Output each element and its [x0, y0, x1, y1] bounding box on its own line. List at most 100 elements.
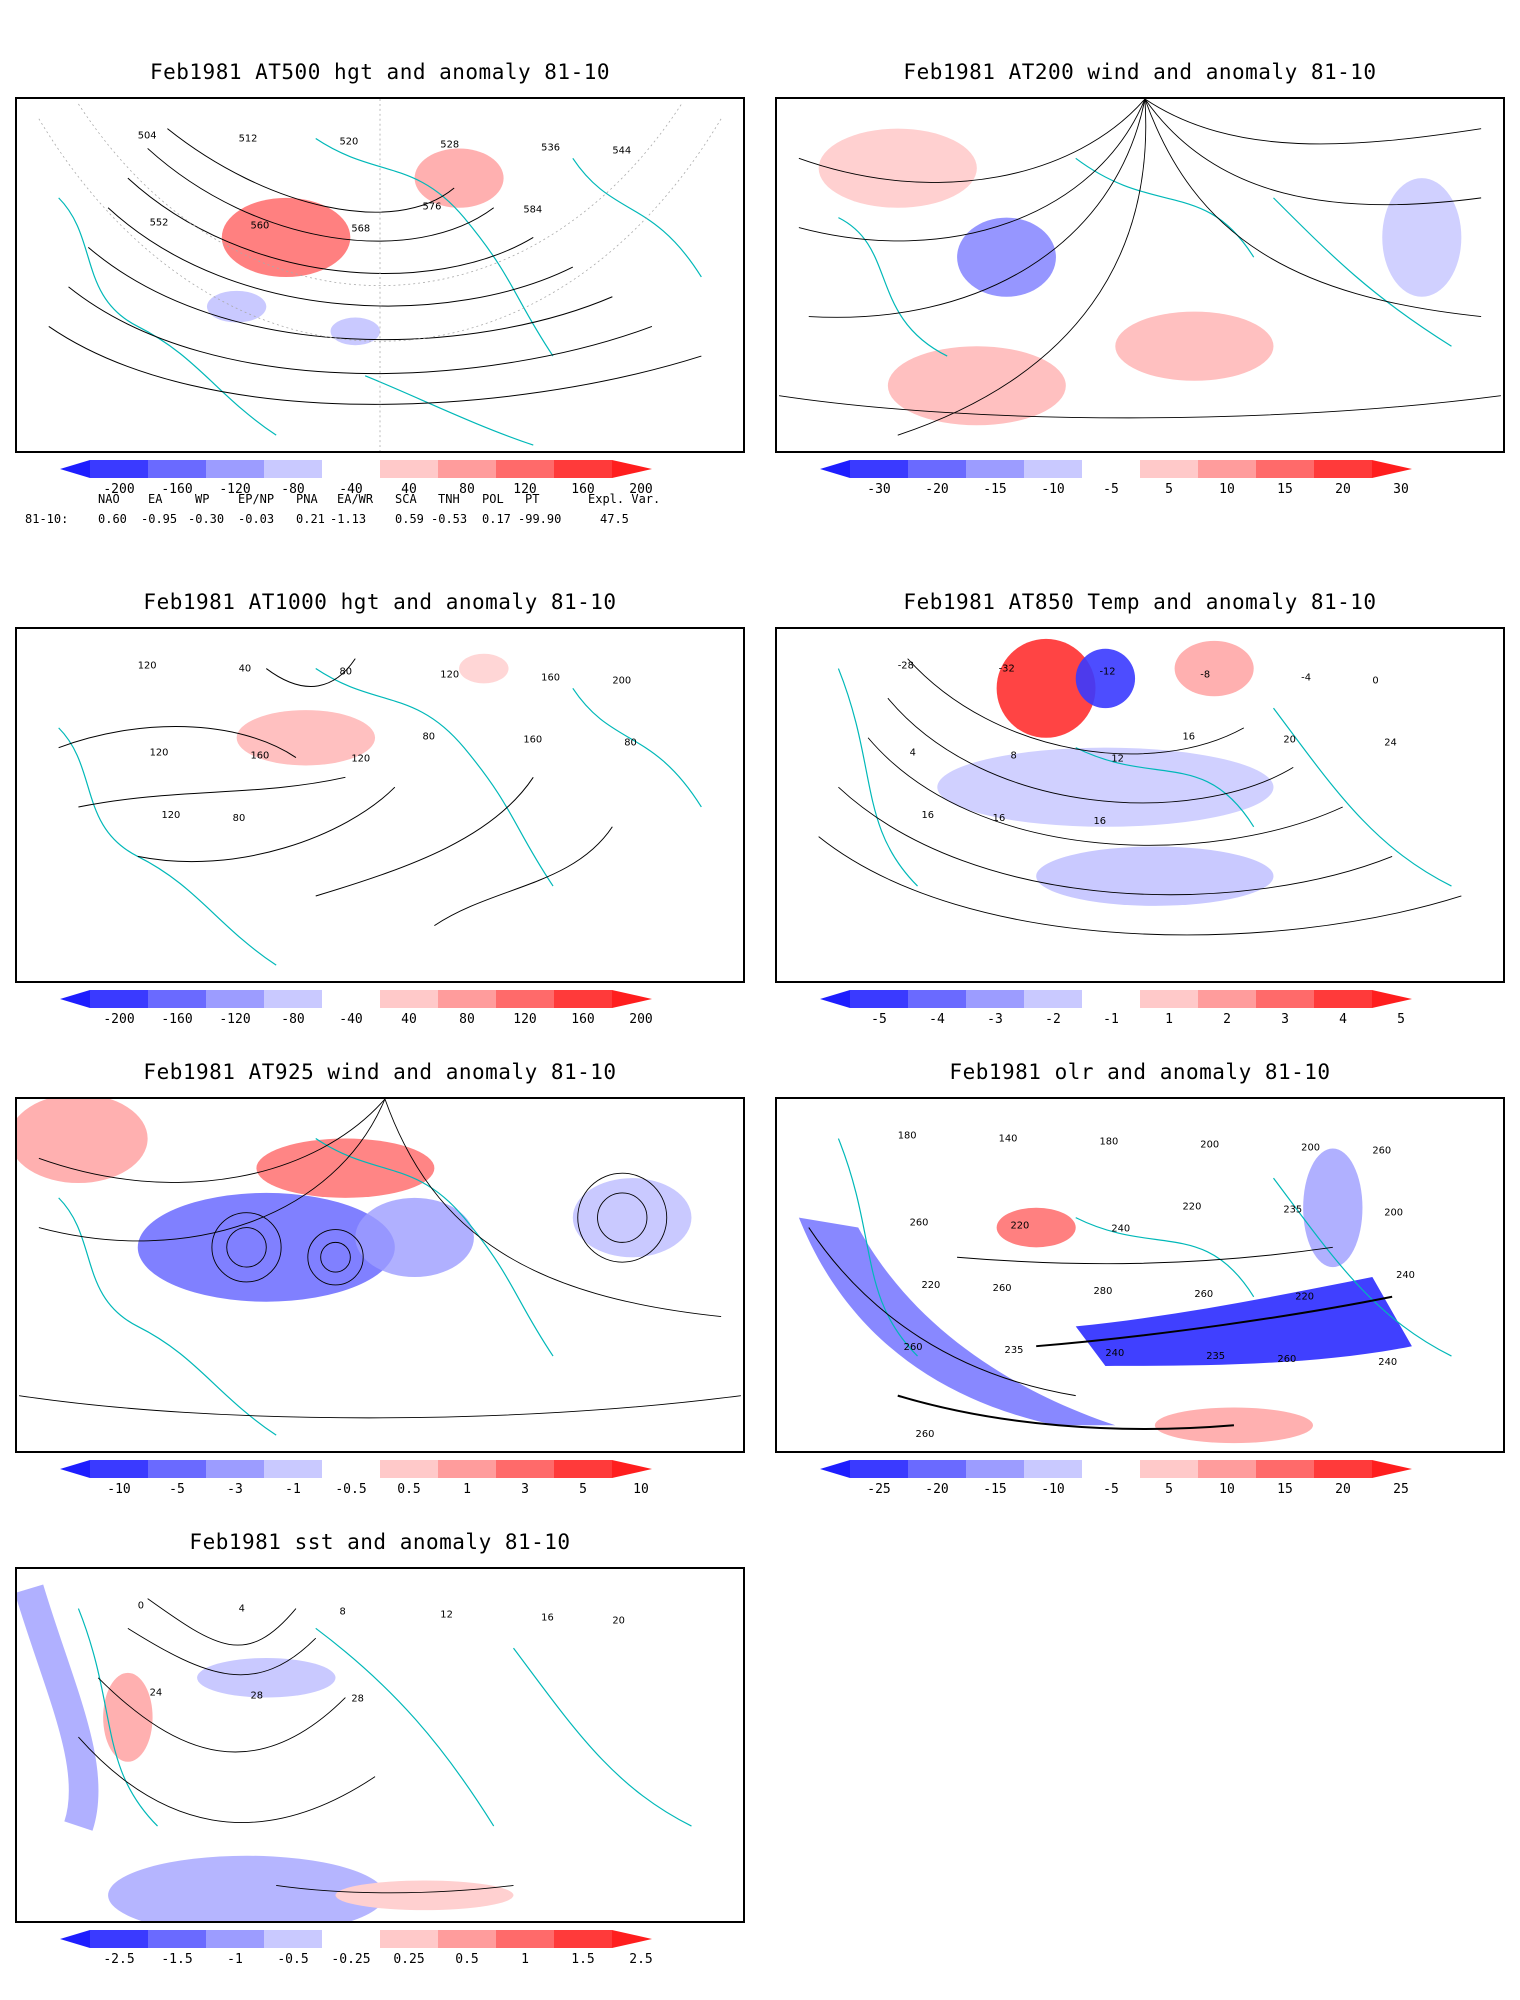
- colorbar-ticks: -200 -160 -120 -80 -40 40 80 120 160 200: [60, 1012, 700, 1028]
- panel-1000hgt: Feb1981 AT1000 hgt and anomaly 81-10 120…: [15, 590, 745, 1030]
- index-value: -99.90: [518, 512, 562, 526]
- tick: -200: [103, 482, 135, 497]
- tick: -80: [281, 482, 305, 497]
- coastlines: [838, 157, 1452, 357]
- tick: -20: [925, 482, 949, 497]
- index-header: EA: [148, 492, 163, 506]
- tick: 2: [1223, 1012, 1231, 1027]
- tick: 15: [1277, 482, 1293, 497]
- anomaly-neg: [355, 1197, 474, 1277]
- map-canvas: 120 40 80 120 160 200 120 160 120 80 160 80 120 80: [58, 653, 702, 966]
- tick: -1: [227, 1952, 243, 1967]
- contour-label: 160: [541, 672, 560, 683]
- anomaly-neg: [1382, 178, 1462, 297]
- contour-label: 40: [239, 664, 252, 675]
- tick: -160: [161, 1012, 193, 1027]
- contour-label: 16: [1094, 816, 1107, 827]
- map-1000hgt: 120 40 80 120 160 200 120 160 120 80 160 80 120 80: [15, 627, 745, 983]
- coastlines: [77, 1608, 692, 1827]
- anomaly-pos: [236, 710, 376, 766]
- contour-label: 80: [233, 813, 246, 824]
- coastlines: [58, 668, 702, 966]
- anomaly-neg: [17, 1584, 99, 1831]
- index-header: Expl. Var.: [588, 492, 661, 506]
- colorbar-swatches: [820, 1460, 1412, 1478]
- panel-sst: Feb1981 sst and anomaly 81-10 0 4 8 12 16 20 2…: [15, 1530, 745, 1970]
- colorbar: -200 -160 -120 -80 -40 40 80 120 160 200: [60, 990, 700, 1030]
- map-canvas: [779, 99, 1501, 436]
- colorbar: -2.5 -1.5 -1 -0.5 -0.25 0.25 0.5 1 1.5 2…: [60, 1930, 700, 1970]
- contour-label: -8: [1200, 669, 1210, 680]
- index-value: 0.59: [395, 512, 424, 526]
- panel-850temp: Feb1981 AT850 Temp and anomaly 81-10 -28…: [775, 590, 1505, 1030]
- tick: 5: [1165, 1482, 1173, 1497]
- tick: 25: [1393, 1482, 1409, 1497]
- tick: 160: [571, 482, 595, 497]
- index-value: 0.21: [296, 512, 325, 526]
- contour-label: 16: [541, 1612, 554, 1623]
- contour-label: 200: [1301, 1142, 1320, 1153]
- anomaly-pos: [996, 638, 1096, 738]
- contour-label: 16: [921, 810, 934, 821]
- contour-label: 220: [1010, 1221, 1029, 1232]
- contours: [58, 658, 613, 927]
- anomaly-pos: [103, 1672, 153, 1762]
- tick: -5: [1103, 482, 1119, 497]
- tick: 160: [571, 1012, 595, 1027]
- colorbar-swatches: [820, 460, 1412, 478]
- map-canvas: 180 140 180 200 200 260 260 220 240 220 235 200 220 2…: [798, 1131, 1452, 1444]
- tick: -30: [867, 482, 891, 497]
- anomaly-neg: [1075, 648, 1136, 709]
- colorbar: -5 -4 -3 -2 -1 1 2 3 4 5: [820, 990, 1460, 1030]
- anomaly-pos: [221, 197, 351, 277]
- anomaly-neg: [1036, 846, 1274, 906]
- tick: 200: [629, 482, 653, 497]
- tick: 1: [1165, 1012, 1173, 1027]
- tick: -160: [161, 482, 193, 497]
- coastlines: [837, 1138, 1452, 1357]
- contour-label: 24: [1384, 738, 1397, 749]
- contour-labels: 0 4 8 12 16 20 24 28 28: [138, 1601, 625, 1705]
- panel-title: Feb1981 olr and anomaly 81-10: [949, 1060, 1331, 1084]
- contour-label: 28: [250, 1691, 263, 1702]
- colorbar-swatches: [60, 1930, 652, 1948]
- contour-label: 160: [523, 735, 542, 746]
- contour-label: -28: [898, 661, 914, 672]
- map-sst: 0 4 8 12 16 20 24 28 28: [15, 1567, 745, 1923]
- contour-label: -4: [1301, 672, 1311, 683]
- anomaly-neg: [330, 317, 380, 346]
- contours: [818, 658, 1462, 936]
- contour-label: 20: [612, 1615, 625, 1626]
- panel-925wind: Feb1981 AT925 wind and anomaly 81-10: [15, 1060, 745, 1500]
- contour-label: 120: [161, 810, 180, 821]
- tick: -0.5: [277, 1952, 309, 1967]
- contour-label: 80: [624, 738, 637, 749]
- map-canvas: [17, 1099, 741, 1436]
- tick: 1: [463, 1482, 471, 1497]
- contour-label: 8: [339, 1606, 345, 1617]
- map-500hgt: 504 512 520 528 536 544 552 560 568 576 584: [15, 97, 745, 453]
- streamlines: [779, 99, 1501, 436]
- contour-label: 520: [339, 136, 358, 147]
- tick: 3: [521, 1482, 529, 1497]
- colorbar-ticks: -200 -160 -120 -80 -40 40 80 120 160 200: [60, 482, 700, 498]
- tick: 5: [579, 1482, 587, 1497]
- contour-label: 8: [1010, 751, 1016, 762]
- index-value: -0.95: [141, 512, 178, 526]
- tick: 120: [513, 1012, 537, 1027]
- tick: 3: [1281, 1012, 1289, 1027]
- tick: -5: [871, 1012, 887, 1027]
- index-header: EP/NP: [238, 492, 275, 506]
- tick: -10: [1041, 1482, 1065, 1497]
- index-value: -0.30: [188, 512, 225, 526]
- contour-label: 0: [138, 1601, 144, 1612]
- contour-label: 12: [1111, 753, 1124, 764]
- contour-label: 552: [150, 218, 169, 229]
- anomaly-pos: [459, 653, 509, 684]
- colorbar-swatches: [820, 990, 1412, 1008]
- contour-label: 120: [440, 669, 459, 680]
- tick: 2.5: [629, 1952, 653, 1967]
- anomaly-pos: [887, 346, 1066, 426]
- colorbar-ticks: -10 -5 -3 -1 -0.5 0.5 1 3 5 10: [60, 1482, 700, 1498]
- contour-label: 235: [1005, 1345, 1024, 1356]
